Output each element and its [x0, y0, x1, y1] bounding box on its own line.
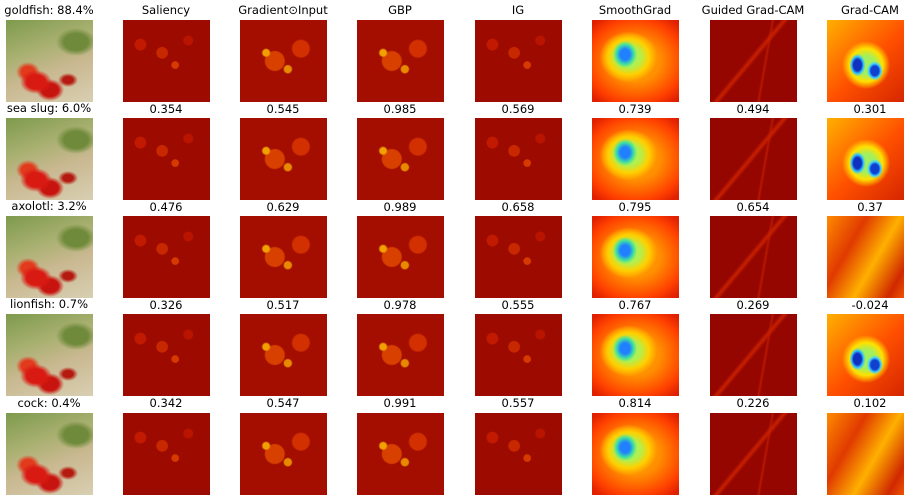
correlation-score: 0.989	[383, 200, 417, 214]
attribution-map	[709, 314, 797, 396]
attribution-map	[474, 216, 562, 298]
attribution-map	[239, 413, 327, 495]
correlation-score: 0.739	[618, 102, 652, 116]
attribution-map	[826, 216, 904, 298]
input-image	[5, 20, 93, 102]
correlation-score: 0.985	[383, 102, 417, 116]
correlation-score: 0.37	[857, 200, 883, 214]
correlation-score: 0.226	[736, 396, 770, 410]
correlation-score: 0.545	[266, 102, 300, 116]
row-class-label: sea slug: 6.0%	[6, 101, 92, 115]
column-header: IG	[511, 3, 525, 17]
attribution-map	[122, 413, 210, 495]
attribution-map	[591, 413, 679, 495]
column-header: Saliency	[141, 3, 191, 17]
attribution-map	[122, 118, 210, 200]
attribution-map	[356, 314, 444, 396]
attribution-map	[709, 20, 797, 102]
correlation-score: 0.991	[383, 396, 417, 410]
attribution-map	[474, 118, 562, 200]
attribution-map	[239, 20, 327, 102]
correlation-score: 0.269	[736, 298, 770, 312]
attribution-map	[474, 314, 562, 396]
correlation-score: 0.517	[266, 298, 300, 312]
attribution-map	[356, 413, 444, 495]
attribution-map	[826, 314, 904, 396]
correlation-score: 0.658	[501, 200, 535, 214]
row-class-label: axolotl: 3.2%	[11, 199, 87, 213]
column-header: SmoothGrad	[598, 3, 672, 17]
attribution-map	[122, 20, 210, 102]
attribution-map	[709, 118, 797, 200]
correlation-score: 0.354	[149, 102, 183, 116]
attribution-map	[474, 413, 562, 495]
correlation-score: 0.795	[618, 200, 652, 214]
attribution-map	[826, 413, 904, 495]
correlation-score: 0.326	[149, 298, 183, 312]
correlation-score: 0.767	[618, 298, 652, 312]
attribution-map	[474, 20, 562, 102]
attribution-map	[709, 413, 797, 495]
attribution-map	[239, 314, 327, 396]
correlation-score: 0.978	[383, 298, 417, 312]
correlation-score: 0.476	[149, 200, 183, 214]
input-image	[5, 216, 93, 298]
column-header: Guided Grad-CAM	[701, 3, 805, 17]
correlation-score: -0.024	[851, 298, 889, 312]
correlation-score: 0.555	[501, 298, 535, 312]
column-header: Grad-CAM	[841, 3, 899, 17]
correlation-score: 0.102	[853, 396, 887, 410]
correlation-score: 0.654	[736, 200, 770, 214]
attribution-map	[122, 216, 210, 298]
input-image	[5, 314, 93, 396]
column-header: GBP	[388, 3, 412, 17]
attribution-map	[591, 314, 679, 396]
attribution-map	[709, 216, 797, 298]
correlation-score: 0.629	[266, 200, 300, 214]
attribution-map	[239, 216, 327, 298]
correlation-score: 0.547	[266, 396, 300, 410]
correlation-score: 0.494	[736, 102, 770, 116]
correlation-score: 0.569	[501, 102, 535, 116]
input-image	[5, 118, 93, 200]
attribution-map	[356, 216, 444, 298]
input-image	[5, 413, 93, 495]
correlation-score: 0.301	[853, 102, 887, 116]
attribution-map	[591, 216, 679, 298]
row-class-label: goldfish: 88.4%	[4, 3, 94, 17]
row-class-label: lionfish: 0.7%	[10, 297, 88, 311]
correlation-score: 0.814	[618, 396, 652, 410]
attribution-map	[356, 118, 444, 200]
attribution-map	[826, 118, 904, 200]
attribution-map	[122, 314, 210, 396]
attribution-map	[239, 118, 327, 200]
correlation-score: 0.557	[501, 396, 535, 410]
column-header: Gradient⊙Input	[238, 3, 328, 17]
attribution-map	[826, 20, 904, 102]
attribution-map	[591, 118, 679, 200]
attribution-map	[591, 20, 679, 102]
attribution-map	[356, 20, 444, 102]
row-class-label: cock: 0.4%	[17, 396, 81, 410]
correlation-score: 0.342	[149, 396, 183, 410]
